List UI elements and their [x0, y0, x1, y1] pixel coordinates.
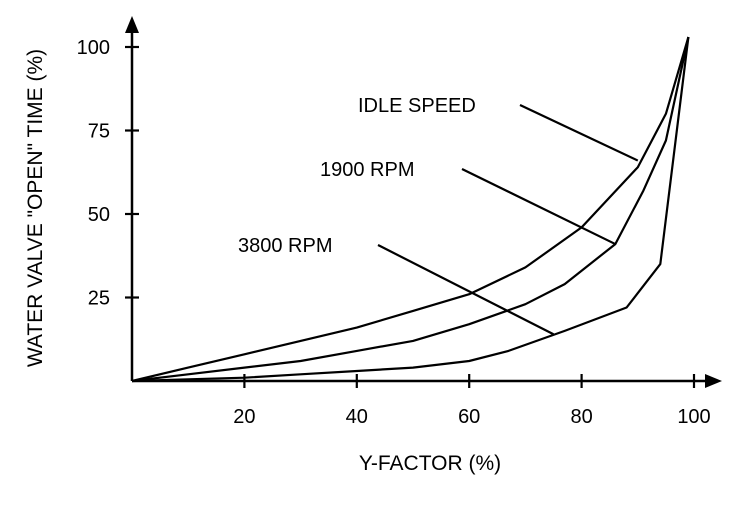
series-lines: [131, 36, 690, 383]
y-tick-label: 50: [88, 204, 110, 226]
x-tick-label: 80: [570, 406, 592, 428]
y-tick-label: 100: [77, 37, 110, 59]
tick-marks: [125, 45, 696, 388]
series-annotations: IDLE SPEED 1900 RPM 3800 RPM: [238, 95, 639, 336]
series-line-3800-rpm: [131, 36, 690, 383]
series-line-idle-speed: [131, 36, 690, 383]
series-line-1900-rpm: [131, 36, 690, 383]
axes: [125, 16, 722, 388]
series-label: IDLE SPEED: [358, 95, 476, 117]
leader-line: [377, 244, 554, 336]
y-axis-label: WATER VALVE "OPEN" TIME (%): [24, 49, 47, 367]
x-tick-label: 40: [346, 406, 368, 428]
x-tick-label: 60: [458, 406, 480, 428]
y-tick-label: 25: [88, 288, 110, 310]
x-axis-label: Y-FACTOR (%): [359, 452, 501, 475]
y-axis-arrow-icon: [125, 16, 139, 33]
leader-line: [461, 168, 616, 246]
series-label: 1900 RPM: [320, 159, 415, 181]
x-tick-label: 20: [233, 406, 255, 428]
y-tick-label: 75: [88, 121, 110, 143]
series-label: 3800 RPM: [238, 235, 333, 257]
tick-labels: 20 40 60 80 100 25 50 75 100: [77, 37, 711, 428]
x-tick-label: 100: [677, 406, 710, 428]
leader-line: [519, 104, 639, 162]
x-axis-arrow-icon: [705, 374, 722, 388]
